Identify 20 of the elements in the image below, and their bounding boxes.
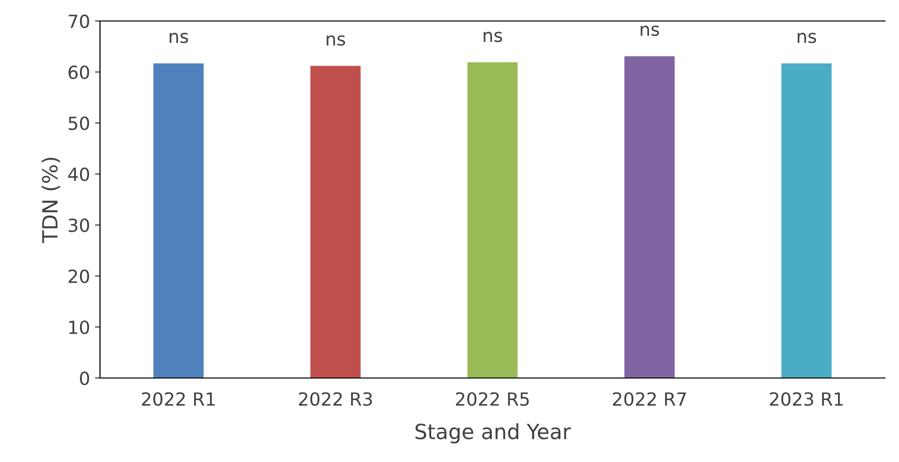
x-tick-label: 2022 R3: [298, 392, 372, 406]
data-label: ns: [798, 32, 816, 44]
y-tick-label: 10: [69, 320, 90, 334]
data-label: ns: [326, 35, 346, 46]
x-tick-label: 2022 R5: [456, 392, 529, 406]
x-tick-label: 2022 R1: [142, 392, 215, 406]
y-axis-title: TDN (%): [42, 158, 60, 244]
y-tick-label: 30: [68, 218, 90, 232]
x-tick-label: 2023 R1: [770, 392, 843, 406]
y-tick-label: 20: [68, 269, 90, 284]
y-tick-label: 50: [68, 116, 90, 130]
x-tick-label: 2022 R7: [612, 392, 686, 406]
data-label: ns: [640, 26, 660, 36]
y-tick-label: 0: [80, 371, 90, 386]
y-tick-label: 70: [68, 14, 90, 28]
data-label: ns: [484, 32, 502, 42]
x-axis-title: Stage and Year: [415, 423, 571, 444]
y-tick-label: 40: [68, 167, 90, 182]
data-label: ns: [170, 32, 188, 44]
y-tick-label: 60: [68, 65, 90, 80]
